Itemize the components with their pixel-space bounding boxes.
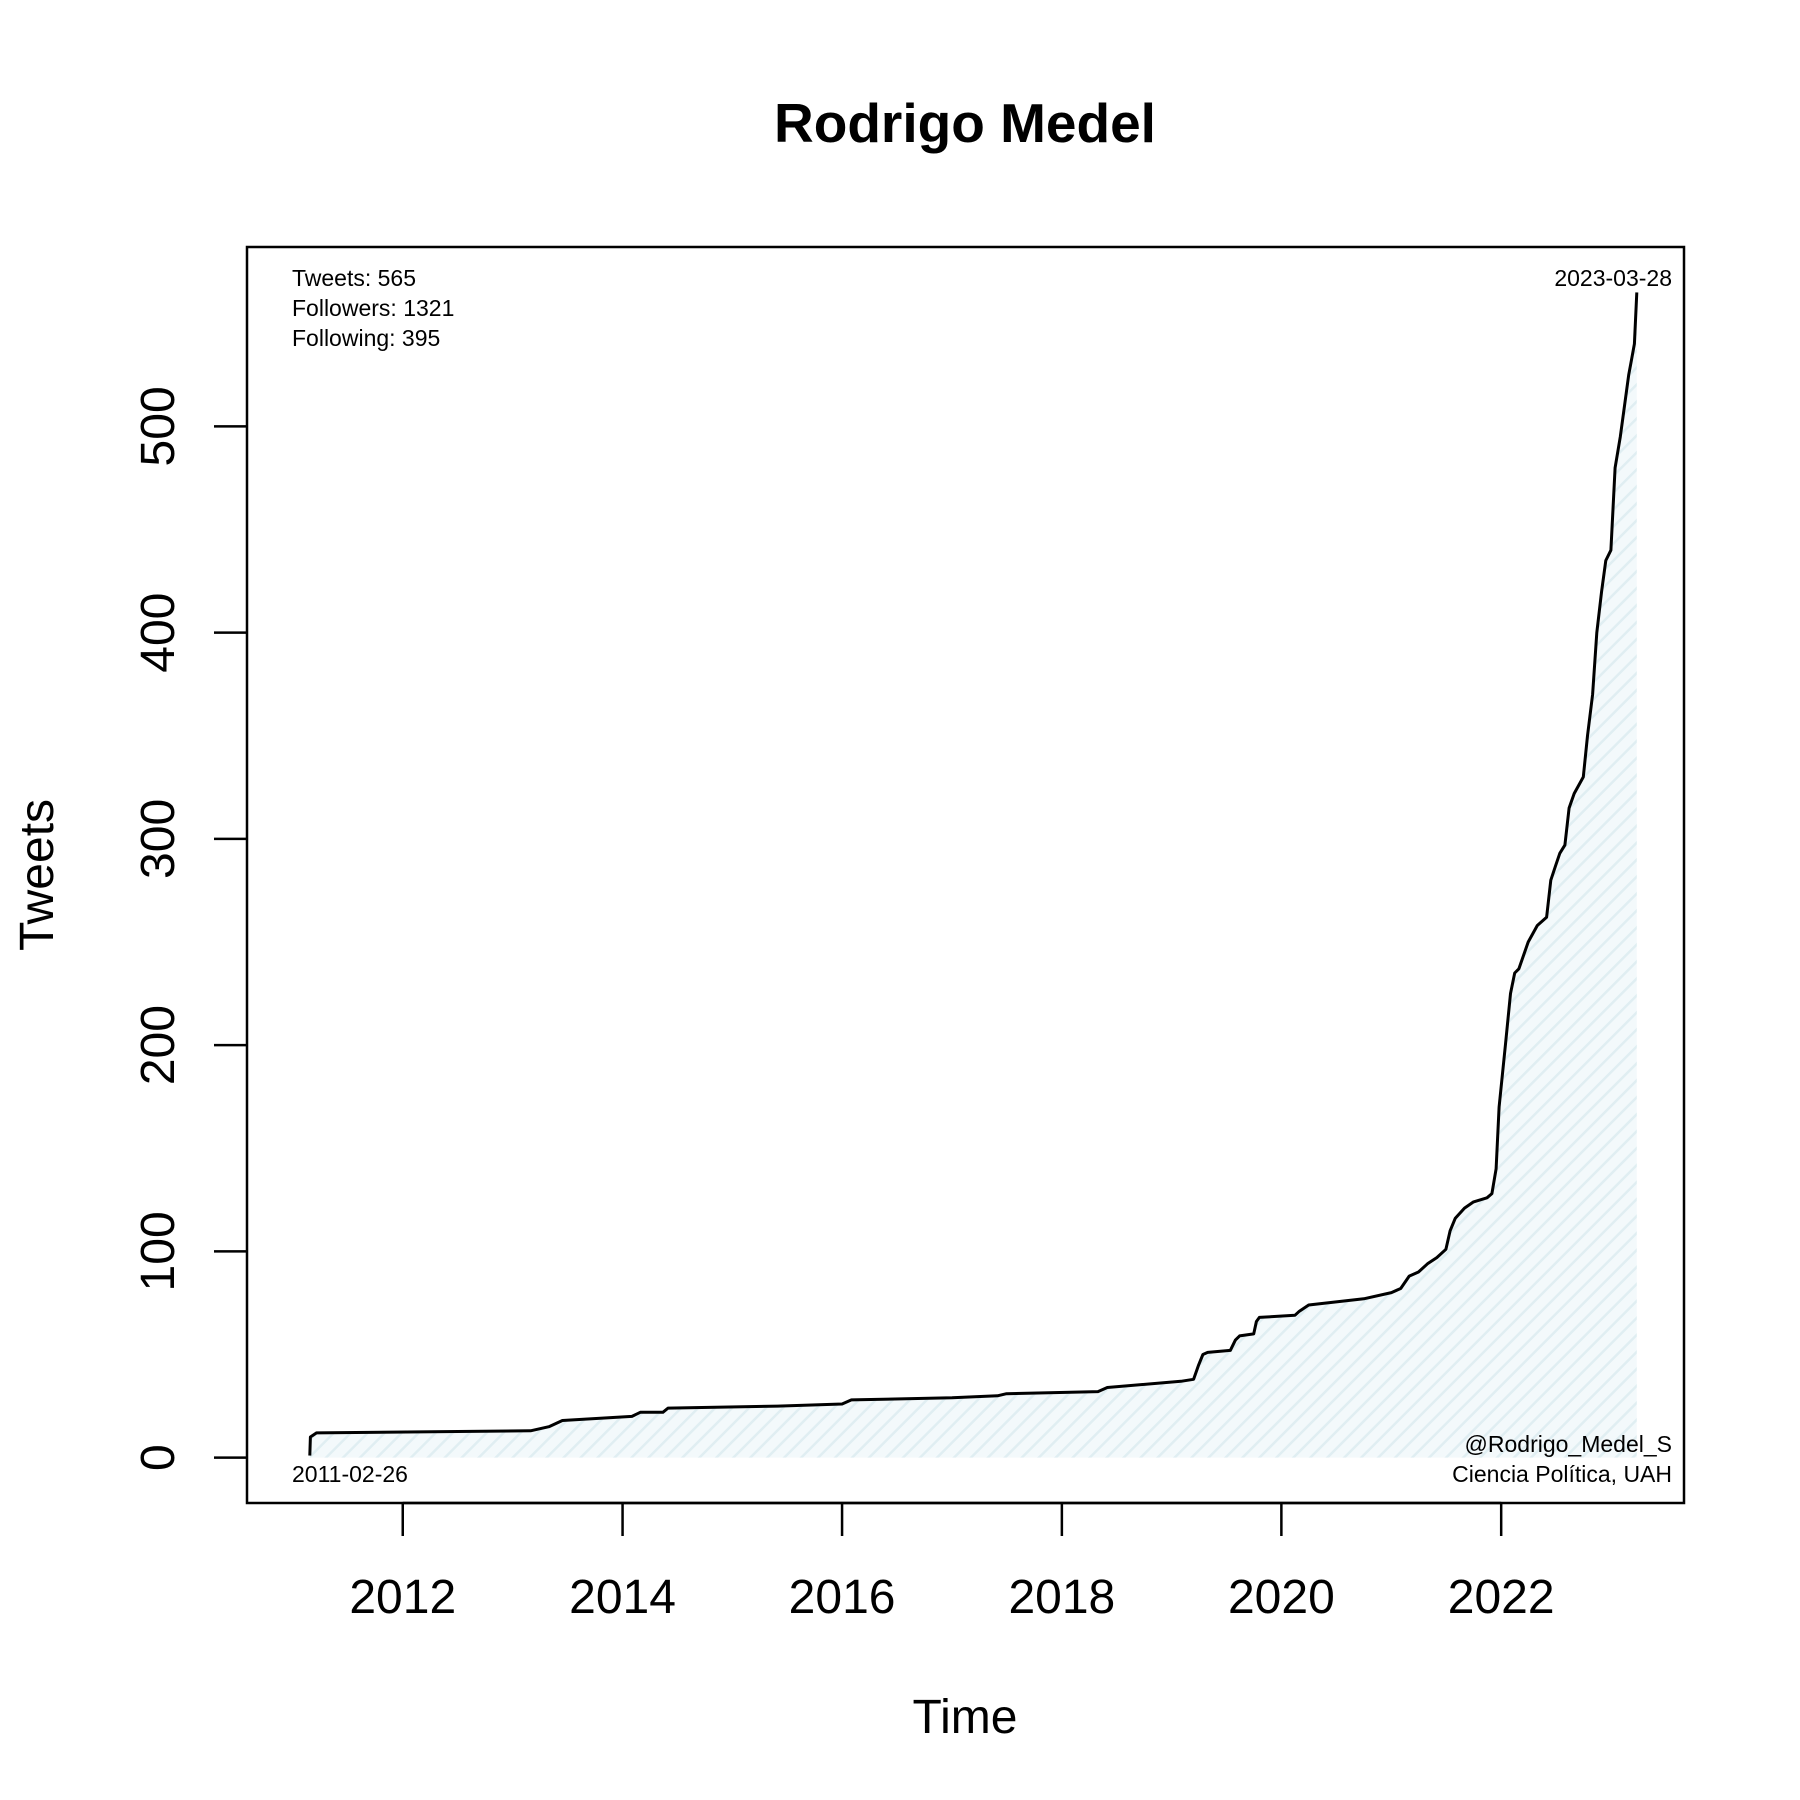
account-stats: Tweets: 565 Followers: 1321 Following: 395 bbox=[292, 265, 454, 351]
x-tick-label: 2022 bbox=[1448, 1571, 1555, 1624]
series-area bbox=[309, 292, 1637, 1458]
x-axis-title: Time bbox=[913, 1691, 1018, 1744]
x-tick-label: 2014 bbox=[569, 1571, 676, 1624]
start-date-label: 2011-02-26 bbox=[292, 1461, 408, 1487]
x-tick-label: 2016 bbox=[789, 1571, 896, 1624]
stat-line: Following: 395 bbox=[292, 325, 440, 351]
y-tick-label: 100 bbox=[132, 1211, 185, 1291]
y-tick-label: 200 bbox=[132, 1005, 185, 1085]
x-tick-label: 2012 bbox=[349, 1571, 456, 1624]
credits: @Rodrigo_Medel_S Ciencia Política, UAH bbox=[1452, 1431, 1672, 1487]
stat-line: Tweets: 565 bbox=[292, 265, 416, 291]
plot-area bbox=[308, 292, 1639, 1458]
x-tick-label: 2020 bbox=[1228, 1571, 1335, 1624]
y-axis: 0 100 200 300 400 500 bbox=[132, 386, 247, 1471]
y-tick-label: 500 bbox=[132, 386, 185, 466]
end-date-label: 2023-03-28 bbox=[1554, 265, 1672, 291]
y-tick-label: 400 bbox=[132, 593, 185, 673]
x-tick-label: 2018 bbox=[1008, 1571, 1115, 1624]
credit-line: @Rodrigo_Medel_S bbox=[1465, 1431, 1672, 1457]
x-axis: 2012 2014 2016 2018 2020 2022 bbox=[349, 1501, 1555, 1624]
chart-title: Rodrigo Medel bbox=[774, 92, 1156, 154]
series-line bbox=[308, 292, 1639, 1456]
y-tick-label: 0 bbox=[132, 1444, 185, 1471]
y-axis-title: Tweets bbox=[11, 799, 64, 951]
stat-line: Followers: 1321 bbox=[292, 295, 454, 321]
y-tick-label: 300 bbox=[132, 799, 185, 879]
credit-line: Ciencia Política, UAH bbox=[1452, 1461, 1672, 1487]
